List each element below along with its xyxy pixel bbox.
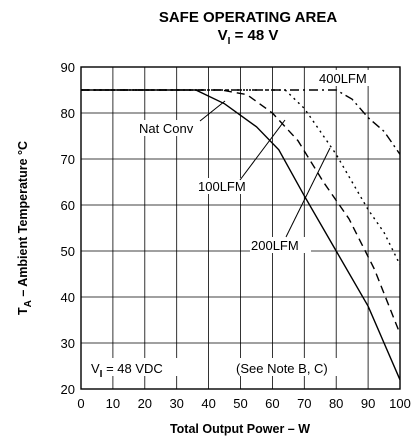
- chart-subtitle: VI = 48 V: [218, 27, 279, 47]
- y-label-prefix: T: [16, 307, 30, 315]
- leader-100lfm: [239, 119, 286, 181]
- vi-subscript: I: [100, 369, 103, 380]
- y-tick-labels: 20 30 40 50 60 70 80 90: [61, 60, 75, 397]
- y-tick-label: 20: [61, 382, 75, 397]
- x-tick-label: 20: [138, 396, 152, 411]
- label-bg-natconv: [138, 120, 206, 136]
- x-tick-label: 0: [77, 396, 84, 411]
- vi-prefix: V: [91, 361, 100, 376]
- note-annotation-bg: [233, 358, 351, 376]
- note-annotation: (See Note B, C): [236, 361, 328, 376]
- y-tick-label: 80: [61, 106, 75, 121]
- x-axis-label: Total Output Power – W: [170, 422, 310, 436]
- y-tick-label: 90: [61, 60, 75, 75]
- label-bg-100lfm: [197, 178, 256, 194]
- chart-title: SAFE OPERATING AREA: [159, 9, 338, 26]
- subtitle-subscript: I: [228, 36, 231, 47]
- series-line-nat-conv: [81, 89, 401, 381]
- x-tick-label: 100: [389, 396, 411, 411]
- x-tick-label: 90: [361, 396, 375, 411]
- y-tick-label: 40: [61, 290, 75, 305]
- series-label-100lfm: 100LFM: [198, 179, 246, 194]
- y-label-subscript: A: [23, 300, 34, 307]
- series-label-200lfm: 200LFM: [251, 238, 299, 253]
- subtitle-prefix: V: [218, 27, 228, 44]
- label-bg-400lfm: [318, 70, 379, 86]
- x-tick-label: 60: [265, 396, 279, 411]
- x-tick-label: 70: [297, 396, 311, 411]
- y-tick-label: 30: [61, 336, 75, 351]
- x-tick-labels: 0 10 20 30 40 50 60 70 80 90 100: [77, 396, 410, 411]
- x-tick-label: 40: [201, 396, 215, 411]
- series-line-100lfm: [81, 89, 401, 335]
- plot-frame: [80, 66, 401, 390]
- series-label-natconv: Nat Conv: [139, 121, 194, 136]
- leader-200lfm: [285, 147, 331, 238]
- x-tick-label: 30: [169, 396, 183, 411]
- y-axis-label: TA – Ambient Temperature °C: [16, 141, 34, 315]
- y-tick-label: 70: [61, 152, 75, 167]
- y-tick-label: 50: [61, 244, 75, 259]
- x-tick-label: 80: [329, 396, 343, 411]
- x-tick-label: 50: [233, 396, 247, 411]
- x-tick-label: 10: [106, 396, 120, 411]
- vi-annotation-bg: [89, 358, 184, 376]
- y-tick-label: 60: [61, 198, 75, 213]
- series-line-400lfm: [81, 89, 401, 155]
- leader-natconv: [199, 100, 226, 122]
- grid-lines: [81, 67, 400, 389]
- y-label-suffix: – Ambient Temperature °C: [16, 141, 30, 300]
- vi-annotation: VI = 48 VDC: [91, 361, 163, 380]
- series-label-400lfm: 400LFM: [319, 71, 367, 86]
- subtitle-suffix: = 48 V: [230, 27, 278, 44]
- vi-suffix: = 48 VDC: [102, 361, 162, 376]
- series-group: [81, 89, 401, 381]
- label-bg-200lfm: [250, 237, 311, 253]
